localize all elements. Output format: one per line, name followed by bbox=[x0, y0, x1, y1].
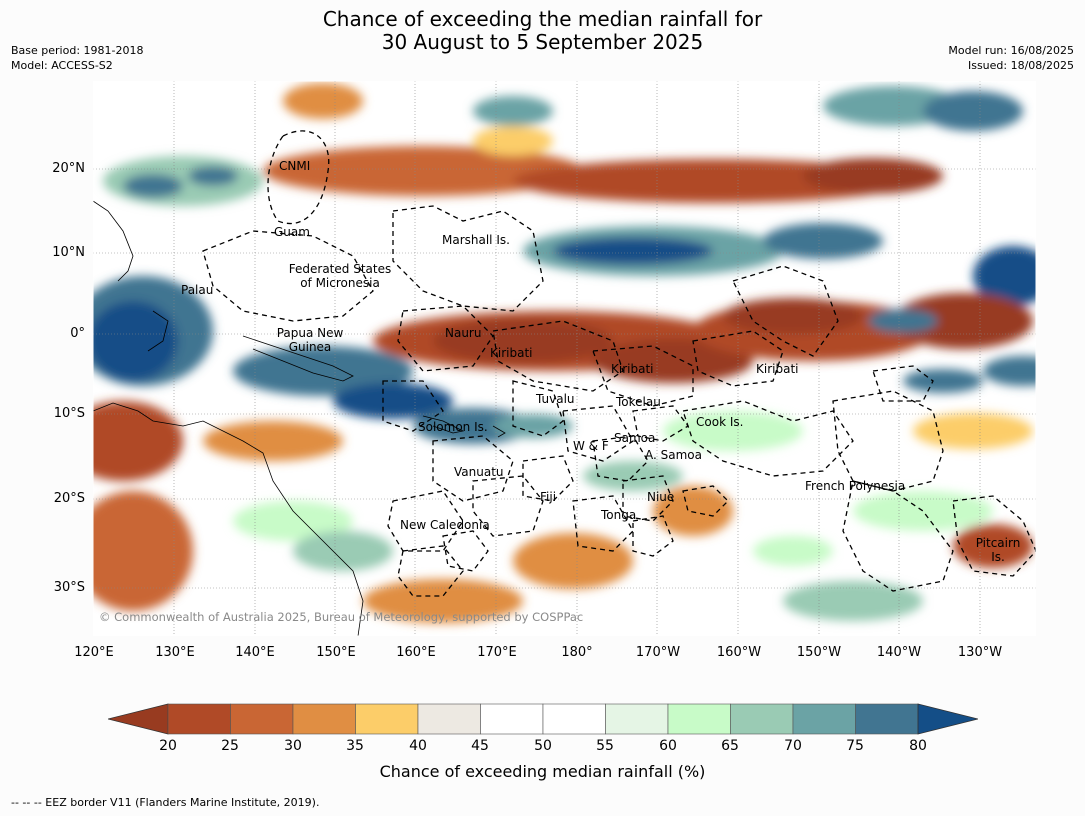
colorbar-tick-55: 55 bbox=[596, 738, 614, 754]
lat-label-30s: 30°S bbox=[53, 580, 85, 595]
region-label-kiribati-central: Kiribati bbox=[611, 362, 654, 376]
eez-footnote: -- -- -- EEZ border V11 (Flanders Marine… bbox=[11, 796, 320, 809]
colorbar-cell bbox=[417, 703, 481, 735]
colorbar-tick-65: 65 bbox=[721, 738, 739, 754]
colorbar-tick-45: 45 bbox=[471, 738, 489, 754]
lon-label-160w: 160°W bbox=[716, 645, 762, 660]
region-label-samoa: Samoa bbox=[614, 431, 656, 445]
colorbar-tick-20: 20 bbox=[159, 738, 177, 754]
title-line-2: 30 August to 5 September 2025 bbox=[381, 30, 704, 54]
lon-label-150e: 150°E bbox=[316, 645, 356, 660]
region-label-kiribati-east: Kiribati bbox=[756, 362, 799, 376]
region-label-fiji: Fiji bbox=[540, 490, 557, 504]
lat-label-0: 0° bbox=[70, 326, 85, 341]
colorbar-tick-75: 75 bbox=[846, 738, 864, 754]
region-label-pitcairn: Pitcairn Is. bbox=[970, 536, 1026, 564]
colorbar-tick-35: 35 bbox=[346, 738, 364, 754]
region-label-tonga: Tonga bbox=[601, 508, 637, 522]
coastlines bbox=[93, 200, 506, 636]
colorbar-tick-40: 40 bbox=[409, 738, 427, 754]
model-run: Model run: 16/08/2025 bbox=[948, 44, 1074, 57]
region-label-palau: Palau bbox=[181, 283, 214, 297]
colorbar bbox=[108, 703, 978, 735]
lon-label-170e: 170°E bbox=[477, 645, 517, 660]
rainfall-map bbox=[93, 81, 1036, 636]
colorbar-cell bbox=[542, 703, 606, 735]
colorbar-under-arrow bbox=[108, 703, 169, 735]
lat-label-20n: 20°N bbox=[52, 161, 85, 176]
graticule bbox=[93, 81, 1036, 636]
lat-label-20s: 20°S bbox=[53, 491, 85, 506]
colorbar-cell bbox=[167, 703, 231, 735]
base-period: Base period: 1981-2018 bbox=[11, 44, 144, 57]
lat-label-10s: 10°S bbox=[53, 406, 85, 421]
issued-date: Issued: 18/08/2025 bbox=[967, 59, 1074, 72]
region-label-png-line2: Guinea bbox=[288, 340, 332, 354]
lon-label-150w: 150°W bbox=[796, 645, 842, 660]
title-line-1: Chance of exceeding the median rainfall … bbox=[322, 7, 763, 31]
lat-label-10n: 10°N bbox=[52, 245, 85, 260]
colorbar-tick-80: 80 bbox=[909, 738, 927, 754]
colorbar-tick-70: 70 bbox=[784, 738, 802, 754]
colorbar-label: Chance of exceeding median rainfall (%) bbox=[379, 762, 706, 781]
meta-left: Base period: 1981-2018 Model: ACCESS-S2 bbox=[11, 43, 143, 73]
lon-label-140w: 140°W bbox=[876, 645, 922, 660]
region-label-niue: Niue bbox=[647, 490, 675, 504]
region-label-nauru: Nauru bbox=[445, 326, 482, 340]
region-label-new-caledonia: New Caledonia bbox=[400, 518, 490, 532]
lon-label-130w: 130°W bbox=[957, 645, 1003, 660]
colorbar-cell bbox=[730, 703, 794, 735]
colorbar-cell bbox=[667, 703, 731, 735]
eez-borders bbox=[202, 130, 1036, 597]
colorbar-over-arrow bbox=[917, 703, 978, 735]
region-label-french-polynesia: French Polynesia bbox=[805, 479, 906, 493]
region-label-png-line1: Papua New bbox=[276, 326, 344, 340]
region-label-pitcairn-line2: Is. bbox=[991, 550, 1005, 564]
chart-title: Chance of exceeding the median rainfall … bbox=[0, 8, 1085, 54]
colorbar-tick-50: 50 bbox=[534, 738, 552, 754]
lon-label-170w: 170°W bbox=[635, 645, 681, 660]
region-label-vanuatu: Vanuatu bbox=[454, 465, 504, 479]
lon-label-140e: 140°E bbox=[235, 645, 275, 660]
copyright-notice: © Commonwealth of Australia 2025, Bureau… bbox=[99, 610, 584, 624]
region-label-tuvalu: Tuvalu bbox=[536, 392, 575, 406]
region-label-kiribati-west: Kiribati bbox=[490, 346, 533, 360]
colorbar-cell bbox=[605, 703, 669, 735]
lon-label-160e: 160°E bbox=[396, 645, 436, 660]
region-label-png: Papua New Guinea bbox=[272, 326, 348, 354]
region-label-cnmi: CNMI bbox=[279, 159, 311, 173]
colorbar-cell bbox=[792, 703, 856, 735]
colorbar-tick-60: 60 bbox=[659, 738, 677, 754]
colorbar-cell bbox=[230, 703, 294, 735]
colorbar-cell bbox=[292, 703, 356, 735]
region-label-american-samoa: A. Samoa bbox=[645, 448, 702, 462]
region-label-marshall: Marshall Is. bbox=[442, 233, 510, 247]
colorbar-tick-25: 25 bbox=[221, 738, 239, 754]
colorbar-tick-30: 30 bbox=[284, 738, 302, 754]
lon-label-180: 180° bbox=[561, 645, 593, 660]
region-label-pitcairn-line1: Pitcairn bbox=[975, 536, 1021, 550]
meta-right: Model run: 16/08/2025 Issued: 18/08/2025 bbox=[948, 43, 1074, 73]
region-label-guam: Guam bbox=[274, 225, 310, 239]
colorbar-cell bbox=[480, 703, 544, 735]
model-name: Model: ACCESS-S2 bbox=[11, 59, 113, 72]
colorbar-cell bbox=[855, 703, 919, 735]
region-label-fsm-line2: of Micronesia bbox=[300, 276, 380, 290]
region-label-solomon: Solomon Is. bbox=[418, 420, 488, 434]
region-label-fsm: Federated States of Micronesia bbox=[285, 262, 395, 290]
rainfall-field bbox=[93, 83, 1036, 623]
region-label-cook: Cook Is. bbox=[696, 415, 744, 429]
colorbar-cell bbox=[355, 703, 419, 735]
region-label-tokelau: Tokelau bbox=[616, 395, 661, 409]
lon-label-120e: 120°E bbox=[74, 645, 114, 660]
region-label-fsm-line1: Federated States bbox=[288, 262, 392, 276]
region-label-wallis-futuna: W & F bbox=[573, 439, 609, 453]
lon-label-130e: 130°E bbox=[155, 645, 195, 660]
